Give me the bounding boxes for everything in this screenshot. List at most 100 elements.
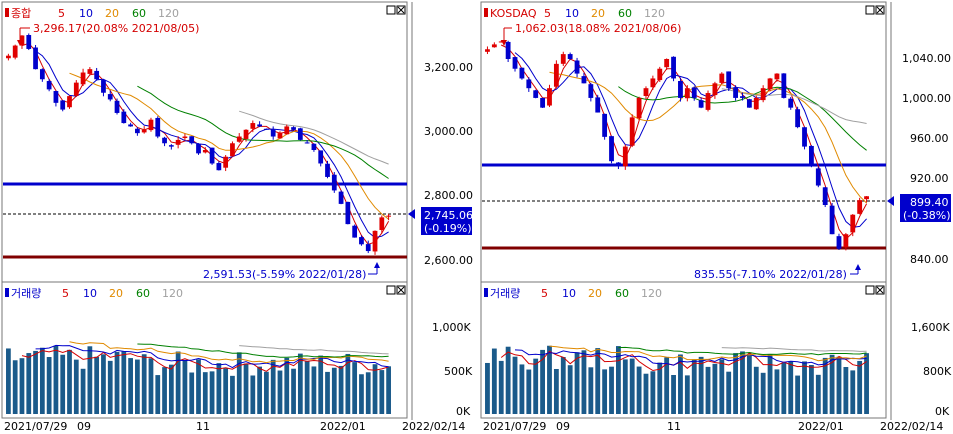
left-price-window-buttons[interactable]: [386, 5, 406, 15]
candlestick: [602, 113, 608, 140]
volume-bar: [836, 356, 842, 414]
volume-bar: [202, 372, 208, 414]
legend-ma10: 10: [79, 7, 93, 20]
legend-vma20: 20: [109, 287, 123, 300]
volume-bar: [250, 375, 256, 414]
volume-bar: [505, 346, 511, 414]
ma-line: [721, 88, 867, 124]
candlestick: [560, 51, 566, 67]
left-volume-yaxis: 1,000K 500K 0K: [432, 321, 473, 418]
right-price-window-buttons[interactable]: [865, 5, 885, 15]
legend-vma120: 120: [162, 287, 183, 300]
volume-ma-line: [514, 349, 867, 366]
maximize-icon[interactable]: [865, 285, 875, 295]
ma-line: [549, 71, 867, 204]
candlestick: [386, 213, 391, 221]
candlestick: [767, 77, 773, 92]
low-annotation: 835.55(-7.10% 2022/01/28): [694, 264, 861, 281]
volume-bar: [547, 345, 552, 414]
candlestick: [574, 57, 580, 78]
candlestick: [168, 144, 174, 150]
candlestick: [94, 67, 100, 81]
y-tick: 1,000.00: [902, 92, 951, 105]
volume-bar: [850, 370, 856, 414]
volume-bar: [352, 362, 358, 414]
candlestick: [609, 135, 614, 164]
volume-ma-line: [618, 346, 867, 356]
volume-bar: [533, 358, 539, 414]
candlestick: [264, 128, 269, 130]
volume-bar: [67, 349, 72, 414]
candlestick: [657, 66, 663, 82]
volume-bar: [512, 356, 518, 414]
volume-ma-line: [500, 350, 867, 372]
volume-bar: [338, 365, 344, 414]
candlestick: [512, 56, 518, 72]
candlestick: [753, 95, 759, 110]
volume-bar: [182, 359, 188, 414]
y-tick: 2,800.00: [424, 189, 473, 202]
maximize-icon[interactable]: [386, 5, 396, 15]
volume-bar: [128, 358, 133, 414]
volume-bar: [622, 359, 628, 414]
candlestick: [788, 96, 794, 110]
candlestick: [345, 201, 351, 225]
candlestick: [712, 81, 718, 99]
candlestick: [33, 44, 38, 70]
volume-bar: [829, 354, 835, 414]
candlestick: [53, 90, 59, 107]
candlestick: [485, 46, 490, 55]
volume-bar: [746, 354, 752, 414]
legend-ma20: 20: [105, 7, 119, 20]
maximize-icon[interactable]: [865, 5, 875, 15]
candlestick: [128, 122, 133, 127]
right-volume-legend: 거래량 5 10 20 60 120: [484, 287, 662, 300]
candlestick: [101, 79, 106, 97]
volume-bar: [740, 351, 745, 414]
candlestick: [678, 77, 683, 102]
candlestick: [746, 98, 752, 108]
right-chart: KOSDAQ 5 10 20 60 120 거래량 5 10 20 60 120: [480, 1, 952, 433]
candlestick: [822, 186, 828, 208]
volume-bar: [53, 345, 59, 414]
volume-bar: [650, 371, 656, 414]
candlestick: [664, 58, 670, 70]
candlestick: [802, 126, 807, 150]
volume-bar: [595, 348, 601, 414]
y-tick: 840.00: [910, 253, 949, 266]
candlestick: [567, 52, 573, 61]
volume-bar: [73, 359, 79, 414]
volume-bar: [277, 370, 283, 414]
candlestick: [760, 85, 766, 103]
volume-bar: [615, 346, 621, 414]
volume-bar: [795, 375, 801, 414]
candlestick: [629, 114, 635, 148]
volume-bar: [297, 353, 303, 414]
volume-bar: [726, 371, 732, 414]
left-volume-window-buttons[interactable]: [386, 285, 406, 295]
candlestick: [726, 71, 732, 91]
volume-ma-line: [137, 343, 389, 358]
volume-bar: [365, 372, 371, 414]
left-volume-ma-lines: [21, 341, 389, 372]
left-price-panel: [1, 1, 408, 283]
ma-line: [239, 110, 389, 165]
volume-bar: [379, 370, 385, 414]
volume-bar: [588, 367, 594, 414]
candlestick: [526, 77, 532, 92]
volume-bar: [121, 351, 127, 414]
legend-ma5: 5: [544, 7, 551, 20]
volume-ma-line: [549, 345, 867, 362]
candlestick: [491, 42, 497, 48]
maximize-icon[interactable]: [386, 285, 396, 295]
volume-bar: [270, 359, 276, 414]
volume-bar: [636, 366, 642, 414]
candlestick: [162, 136, 167, 147]
candlestick: [795, 106, 801, 129]
legend-vma60: 60: [136, 287, 150, 300]
volume-bar: [189, 372, 195, 414]
candlestick: [209, 147, 215, 165]
candlestick: [808, 145, 814, 168]
volume-bar: [60, 354, 66, 414]
right-volume-window-buttons[interactable]: [865, 285, 885, 295]
